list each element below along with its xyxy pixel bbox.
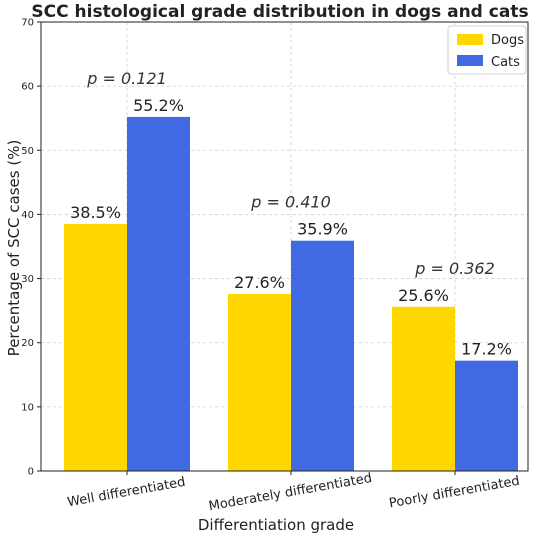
legend-label-cats: Cats	[491, 55, 520, 70]
x-tick-label-0: Well differentiated	[66, 475, 186, 511]
bar-cats-0	[127, 116, 190, 471]
y-axis-title: Percentage of SCC cases (%)	[5, 140, 23, 357]
bar-cats-2	[455, 360, 518, 471]
y-tick-label-10: 10	[21, 402, 34, 413]
value-label-dogs-1: 27.6%	[234, 273, 285, 292]
bar-cats-1	[291, 240, 354, 471]
y-tick-label-50: 50	[21, 146, 34, 157]
value-label-cats-0: 55.2%	[133, 96, 184, 115]
p-value-annotation-1: p = 0.410	[250, 193, 331, 212]
value-label-dogs-0: 38.5%	[70, 203, 121, 222]
legend-swatch-cats	[457, 55, 483, 66]
plot-frame	[40, 21, 529, 472]
p-value-annotation-0: p = 0.121	[86, 69, 167, 88]
bar-dogs-1	[228, 293, 291, 471]
bar-dogs-2	[392, 306, 455, 471]
data-labels-layer: 38.5% 27.6% 25.6% 55.2% 35.9% 17.2% p = 0.121 p…	[70, 69, 512, 359]
p-value-annotation-2: p = 0.362	[414, 259, 495, 278]
bars-layer	[64, 116, 518, 471]
y-tick-label-60: 60	[21, 82, 34, 93]
bar-dogs-0	[64, 224, 127, 471]
y-tick-label-70: 70	[21, 18, 34, 29]
x-tick-label-1: Moderately differentiated	[208, 471, 373, 514]
value-label-cats-1: 35.9%	[297, 220, 348, 239]
y-tick-label-30: 30	[21, 274, 34, 285]
legend-label-dogs: Dogs	[491, 33, 524, 48]
y-tick-label-40: 40	[21, 210, 34, 221]
y-tick-label-0: 0	[28, 467, 34, 478]
value-label-cats-2: 17.2%	[461, 340, 512, 359]
legend: Dogs Cats	[447, 25, 527, 75]
x-tick-label-2: Poorly differentiated	[388, 474, 521, 512]
x-axis-title: Differentiation grade	[198, 516, 354, 534]
y-tick-label-20: 20	[21, 338, 34, 349]
value-label-dogs-2: 25.6%	[398, 286, 449, 305]
legend-swatch-dogs	[457, 34, 483, 45]
chart-title: SCC histological grade distribution in d…	[31, 2, 528, 22]
